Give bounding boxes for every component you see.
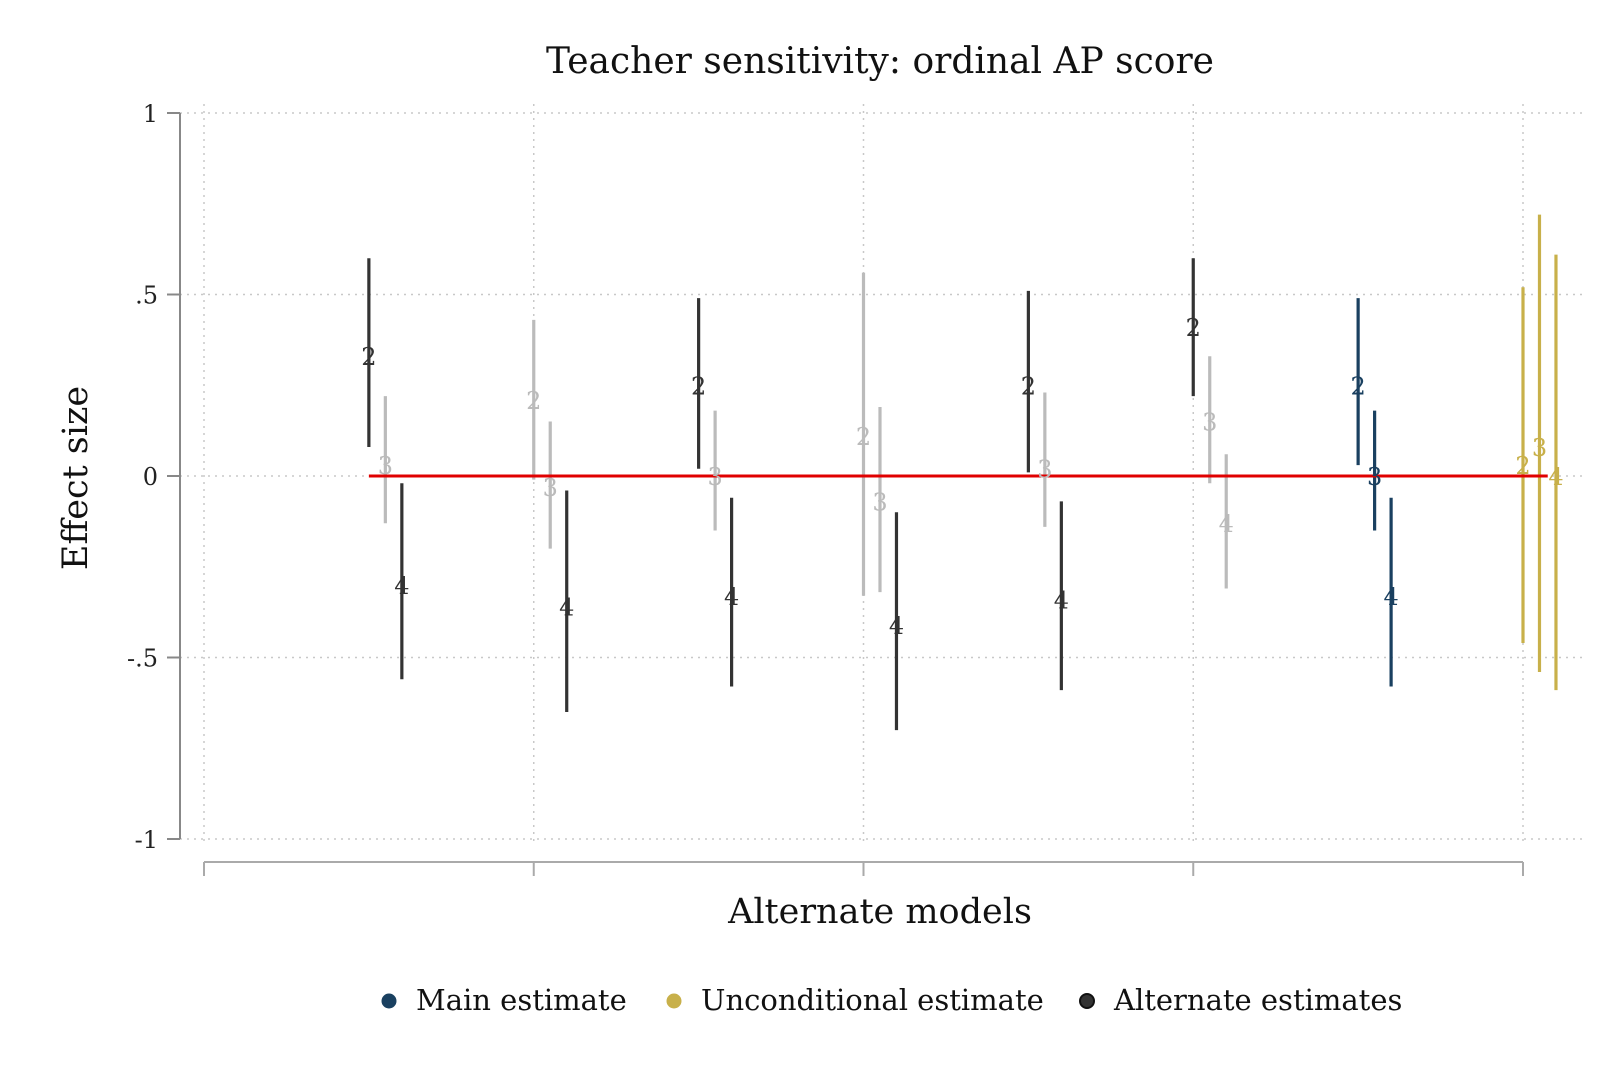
estimate-label: 2 [1515, 452, 1530, 480]
estimate-label: 2 [856, 423, 871, 451]
estimate-label: 3 [378, 452, 393, 480]
estimate-label: 2 [361, 343, 376, 371]
estimate-label: 2 [1021, 372, 1036, 400]
estimate-label: 2 [1350, 372, 1365, 400]
axes: 1 .5 0 -.5 -1 [127, 100, 1524, 876]
y-tick-label: 1 [143, 100, 158, 128]
legend-label: Unconditional estimate [701, 983, 1044, 1017]
estimate-label: 2 [1186, 314, 1201, 342]
estimate-label: 4 [1219, 510, 1234, 538]
estimate-label: 3 [1037, 456, 1052, 484]
estimate-label: 4 [1054, 586, 1069, 614]
legend-item: Alternate estimates [1079, 983, 1402, 1017]
estimate-label: 3 [1532, 434, 1547, 462]
legend-marker [1079, 993, 1095, 1009]
estimate-label: 3 [707, 463, 722, 491]
y-axis-title: Effect size [56, 386, 96, 570]
estimate-label: 2 [526, 387, 541, 415]
estimate-label: 3 [872, 488, 887, 516]
legend-item: Main estimate [381, 983, 627, 1017]
estimate-label: 4 [1383, 583, 1398, 611]
estimate-label: 4 [724, 583, 739, 611]
y-tick-label: -.5 [127, 645, 158, 673]
estimate-label: 3 [1202, 409, 1217, 437]
estimate-label: 4 [394, 572, 409, 600]
legend-label: Main estimate [416, 983, 627, 1017]
legend-label: Alternate estimates [1113, 983, 1402, 1017]
x-axis-title: Alternate models [727, 892, 1032, 932]
legend-marker [381, 993, 397, 1009]
estimate-label: 4 [1548, 463, 1563, 491]
legend-item: Unconditional estimate [666, 983, 1044, 1017]
chart-title: Teacher sensitivity: ordinal AP score [546, 41, 1214, 82]
estimate-label: 3 [543, 474, 558, 502]
y-tick-label: -1 [135, 826, 158, 854]
y-tick-label: .5 [135, 282, 158, 310]
estimate-label: 4 [559, 594, 574, 622]
estimate-label: 4 [889, 612, 904, 640]
y-tick-label: 0 [143, 463, 158, 491]
estimate-label: 3 [1367, 463, 1382, 491]
estimate-label: 2 [691, 372, 706, 400]
legend-marker [666, 993, 682, 1009]
legend: Main estimate Unconditional estimate Alter… [381, 983, 1402, 1017]
